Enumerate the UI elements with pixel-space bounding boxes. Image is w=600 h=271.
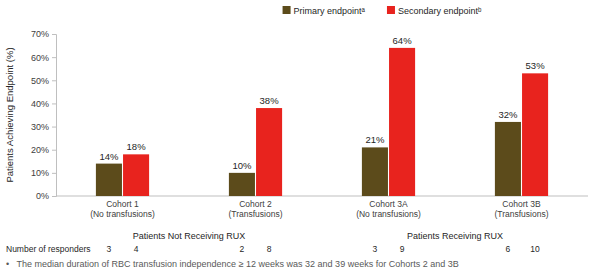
y-axis-line (52, 35, 57, 197)
y-axis-title: Patients Achieving Endpoint (%) (4, 47, 15, 182)
x-axis: Cohort 1(No transfusions) Cohort 2(Transf… (90, 199, 549, 219)
y-tick-mark (52, 196, 56, 197)
y-tick-mark (52, 127, 56, 128)
y-tick: 20% (31, 145, 56, 155)
data-label: 64% (393, 35, 413, 46)
bar (96, 164, 122, 196)
y-tick-label: 30% (31, 122, 49, 132)
y-tick: 60% (31, 53, 56, 63)
legend: Primary endpointᵃ Secondary endpointᵇ (283, 6, 482, 16)
bar (256, 108, 282, 196)
group-label: Patients Not Receiving RUX (133, 231, 246, 241)
legend-item: Primary endpointᵃ (283, 6, 366, 16)
legend-label: Primary endpointᵃ (294, 6, 366, 16)
y-tick-mark (52, 57, 56, 58)
data-label: 10% (232, 160, 252, 171)
y-tick-mark (52, 173, 56, 174)
data-label: 38% (260, 95, 280, 106)
bar (362, 147, 388, 196)
legend-swatch (387, 6, 395, 14)
y-tick-label: 50% (31, 76, 49, 86)
responders-label: Number of responders (6, 244, 91, 254)
responders-count: 4 (134, 244, 139, 254)
x-tick-label: Cohort 1(No transfusions) (90, 199, 155, 219)
bar (229, 173, 255, 196)
data-labels: 14% 10% 21% 32% 18% 38% 64% 53% (99, 35, 545, 171)
legend-item: Secondary endpointᵇ (387, 6, 482, 16)
y-tick-mark (52, 80, 56, 81)
data-label: 32% (498, 109, 518, 120)
y-tick-mark (52, 34, 56, 35)
y-tick-mark (52, 103, 56, 104)
data-label: 14% (99, 151, 119, 162)
y-tick-label: 60% (31, 53, 49, 63)
bar (522, 73, 548, 196)
chart-container: 0% 10% 20% 30% 40% 50% 60% 70% Patients Achievin… (0, 0, 600, 271)
responders-count: 3 (107, 244, 112, 254)
y-tick-label: 0% (36, 191, 49, 201)
responders-count: 10 (530, 244, 540, 254)
y-tick-mark (52, 150, 56, 151)
y-tick: 30% (31, 122, 56, 132)
group-label: Patients Receiving RUX (407, 231, 503, 241)
legend-label: Secondary endpointᵇ (398, 6, 482, 16)
data-label: 53% (526, 60, 546, 71)
responders-count: 3 (373, 244, 378, 254)
y-tick-label: 20% (31, 145, 49, 155)
bars (96, 48, 548, 196)
y-tick: 50% (31, 76, 56, 86)
y-tick: 10% (31, 168, 56, 178)
x-tick-label: Cohort 3B(Transfusions) (494, 199, 548, 219)
bar (495, 122, 521, 196)
y-tick: 40% (31, 99, 56, 109)
chart: 0% 10% 20% 30% 40% 50% 60% 70% Patients Achievin… (0, 0, 600, 271)
bar (389, 48, 415, 196)
legend-swatch (283, 6, 291, 14)
bar (123, 154, 149, 196)
y-tick-label: 40% (31, 99, 49, 109)
y-tick-label: 10% (31, 168, 49, 178)
responders-count: 2 (240, 244, 245, 254)
y-tick: 70% (31, 29, 56, 39)
data-label: 21% (365, 134, 385, 145)
responders-count: 6 (506, 244, 511, 254)
y-tick-label: 70% (31, 29, 49, 39)
footnote: • The median duration of RBC transfusion… (6, 259, 459, 269)
responders-count: 9 (400, 244, 405, 254)
y-axis: 0% 10% 20% 30% 40% 50% 60% 70% (31, 29, 57, 201)
x-tick-label: Cohort 3A(No transfusions) (356, 199, 421, 219)
responders-count: 8 (267, 244, 272, 254)
data-label: 18% (127, 141, 147, 152)
y-tick: 0% (36, 191, 56, 201)
x-tick-label: Cohort 2(Transfusions) (228, 199, 282, 219)
